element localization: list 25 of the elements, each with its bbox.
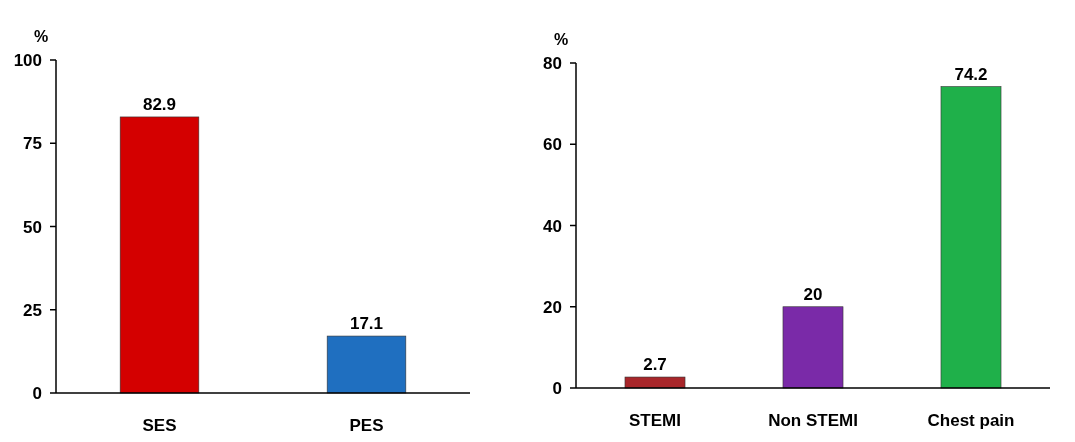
y-tick-label: 50 xyxy=(23,217,42,237)
y-axis-title: % xyxy=(34,28,49,45)
y-tick-label: 40 xyxy=(543,216,562,236)
y-tick-label: 0 xyxy=(32,384,42,403)
data-label: 82.9 xyxy=(142,94,177,114)
data-label: 2.7 xyxy=(643,355,667,375)
y-tick-label: 0 xyxy=(552,379,562,398)
data-label: 74.2 xyxy=(954,64,988,84)
x-tick-label: SES xyxy=(142,416,177,435)
x-tick-label: Non STEMI xyxy=(768,411,858,430)
bar xyxy=(624,376,686,389)
x-tick-label: STEMI xyxy=(629,411,681,430)
y-tick-label: 80 xyxy=(543,54,562,73)
y-tick-label: 25 xyxy=(23,300,42,320)
y-tick-label: 60 xyxy=(543,135,562,155)
y-axis-title: % xyxy=(554,31,569,48)
y-tick-label: 20 xyxy=(543,297,562,317)
bar xyxy=(782,306,844,389)
data-label: 20 xyxy=(803,284,823,304)
y-tick-label: 100 xyxy=(13,51,42,70)
bar xyxy=(940,86,1002,389)
x-tick-label: Chest pain xyxy=(927,411,1015,430)
data-label: 17.1 xyxy=(349,314,384,334)
x-tick-label: PES xyxy=(349,416,384,435)
y-tick-label: 75 xyxy=(23,134,42,154)
